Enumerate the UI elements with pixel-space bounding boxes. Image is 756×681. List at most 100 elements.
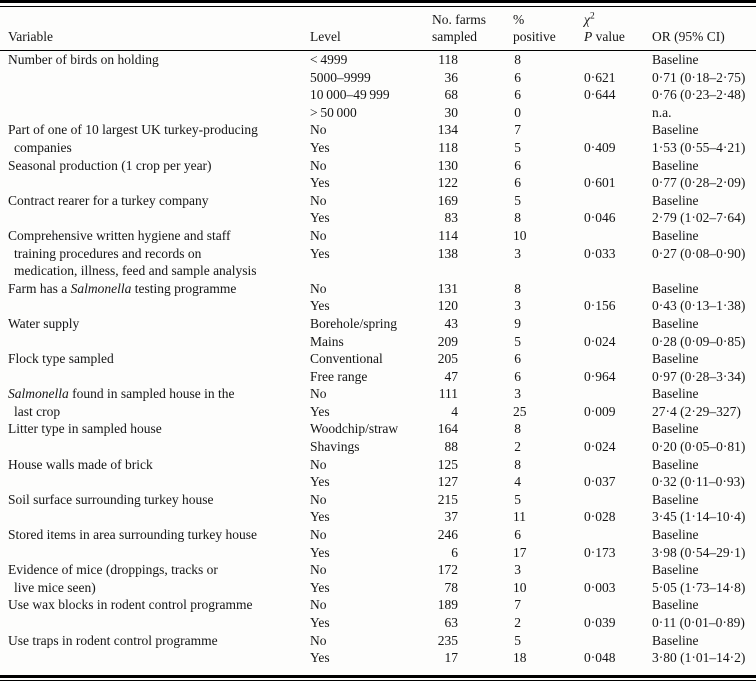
col-header-or-ci: OR (95% CI) xyxy=(652,7,756,51)
or-ci-cell: Baseline xyxy=(652,597,699,613)
variable-cell xyxy=(0,438,310,456)
or-ci-cell: n.a. xyxy=(652,104,672,120)
p-value-cell xyxy=(584,526,652,544)
pct-positive-cell: 7 xyxy=(514,597,521,613)
or-ci-cell xyxy=(652,262,756,280)
level-cell: Shavings xyxy=(310,439,360,455)
table-row: Litter type in sampled house Woodchip/st… xyxy=(0,420,756,438)
farms-sampled-cell: 36 xyxy=(444,69,459,85)
pct-positive-cell: 5 xyxy=(514,491,521,507)
text-segment: Farm has a xyxy=(8,280,71,296)
farms-sampled-cell: 111 xyxy=(438,386,458,402)
table-row: medication, illness, feed and sample ana… xyxy=(0,262,756,280)
level-cell: No xyxy=(310,192,327,208)
results-table-wrap: Variable Level No. farms sampled % posit… xyxy=(0,7,756,667)
or-ci-cell: 0·28 (0·09–0·85) xyxy=(652,333,746,349)
farms-sampled-cell: 215 xyxy=(437,491,458,507)
farms-sampled-cell: 138 xyxy=(437,245,458,261)
text-segment: live mice seen) xyxy=(14,579,96,595)
or-ci-cell: Baseline xyxy=(652,351,699,367)
or-ci-cell: 0·71 (0·18–2·75) xyxy=(652,69,746,85)
table-row: Yes 37 11 0·028 3·45 (1·14–10·4) xyxy=(0,508,756,526)
variable-cell: Evidence of mice (droppings, tracks or xyxy=(0,561,310,579)
level-cell: Woodchip/straw xyxy=(310,421,399,437)
level-cell: Yes xyxy=(310,474,330,490)
col-header-or-ci-label: OR (95% CI) xyxy=(652,29,725,44)
p-value-cell: 0·173 xyxy=(584,544,616,560)
level-cell: No xyxy=(310,527,327,543)
p-value-cell xyxy=(584,385,652,403)
p-value-cell xyxy=(584,596,652,614)
level-cell: No xyxy=(310,456,327,472)
p-value-cell: 0·601 xyxy=(584,175,616,191)
farms-sampled-cell: 78 xyxy=(444,579,459,595)
pct-positive-cell: 5 xyxy=(514,632,521,648)
pct-positive-cell: 6 xyxy=(514,175,521,191)
level-cell: No xyxy=(310,227,327,243)
pct-positive-cell: 7 xyxy=(514,122,521,138)
text-segment: Use wax blocks in rodent control program… xyxy=(8,597,253,613)
farms-sampled-cell: 88 xyxy=(444,439,459,455)
level-cell: No xyxy=(310,632,327,648)
farms-sampled-cell: 205 xyxy=(437,351,458,367)
table-header-row: Variable Level No. farms sampled % posit… xyxy=(0,7,756,51)
pct-positive-cell: 2 xyxy=(514,615,521,630)
col-header-chisq-symbol: χ2 xyxy=(584,11,652,28)
level-cell: Yes xyxy=(310,210,330,226)
variable-cell xyxy=(0,368,310,386)
table-row: Use traps in rodent control programme No… xyxy=(0,632,756,650)
farms-sampled-cell: 120 xyxy=(437,298,458,314)
p-value-cell: 0·048 xyxy=(584,650,616,666)
table-row: Yes 120 3 0·156 0·43 (0·13–1·38) xyxy=(0,297,756,315)
text-segment: χ xyxy=(584,12,590,27)
text-segment: Soil surface surrounding turkey house xyxy=(8,491,214,507)
variable-cell: Litter type in sampled house xyxy=(0,420,310,438)
pct-positive-cell: 5 xyxy=(514,333,521,349)
p-value-cell xyxy=(584,121,652,139)
farms-sampled-cell: 122 xyxy=(437,175,458,191)
variable-cell: Salmonella found in sampled house in the xyxy=(0,385,310,403)
text-segment: P xyxy=(584,29,593,44)
pct-positive-cell: 8 xyxy=(514,456,521,472)
level-cell: Yes xyxy=(310,245,330,261)
or-ci-cell: 3·45 (1·14–10·4) xyxy=(652,509,746,525)
variable-cell: live mice seen) xyxy=(0,579,310,597)
variable-cell: Seasonal production (1 crop per year) xyxy=(0,157,310,175)
p-value-cell xyxy=(584,315,652,333)
p-value-cell xyxy=(584,632,652,650)
variable-cell: Soil surface surrounding turkey house xyxy=(0,491,310,509)
table-row: Salmonella found in sampled house in the… xyxy=(0,385,756,403)
level-cell: Yes xyxy=(310,403,330,419)
p-value-cell: 0·409 xyxy=(584,139,616,155)
p-value-cell: 0·156 xyxy=(584,298,616,314)
pct-positive-cell: 17 xyxy=(513,544,527,560)
table-row: 5000–9999 36 6 0·621 0·71 (0·18–2·75) xyxy=(0,69,756,87)
level-cell: Yes xyxy=(310,139,330,155)
variable-cell xyxy=(0,104,310,122)
p-value-cell xyxy=(584,51,652,69)
or-ci-cell: Baseline xyxy=(652,280,699,296)
or-ci-cell: 0·27 (0·08–0·90) xyxy=(652,245,746,261)
p-value-cell xyxy=(584,456,652,474)
variable-cell: Flock type sampled xyxy=(0,350,310,368)
table-row: Flock type sampled Conventional 205 6 Ba… xyxy=(0,350,756,368)
pct-positive-cell: 3 xyxy=(514,298,521,314)
pct-positive-cell: 3 xyxy=(514,245,521,261)
farms-sampled-cell: 43 xyxy=(444,315,459,331)
risk-factor-table: Variable Level No. farms sampled % posit… xyxy=(0,7,756,667)
text-segment: Contract rearer for a turkey company xyxy=(8,192,209,208)
pct-positive-cell: 4 xyxy=(514,474,521,490)
pct-positive-cell: 6 xyxy=(514,69,521,85)
variable-cell: Comprehensive written hygiene and staff xyxy=(0,227,310,245)
table-row: Part of one of 10 largest UK turkey-prod… xyxy=(0,121,756,139)
farms-sampled-cell: 30 xyxy=(444,104,459,120)
bottom-rule-thick xyxy=(0,675,756,678)
variable-cell xyxy=(0,614,310,632)
p-value-cell: 0·039 xyxy=(584,615,616,630)
p-value-cell xyxy=(584,192,652,210)
pct-positive-cell: 5 xyxy=(514,192,521,208)
table-row: last crop Yes 4 25 0·009 27·4 (2·29–327) xyxy=(0,403,756,421)
pct-positive-cell: 2 xyxy=(514,439,521,455)
level-cell: Mains xyxy=(310,333,344,349)
col-header-farms-line1: No. farms xyxy=(432,12,486,27)
